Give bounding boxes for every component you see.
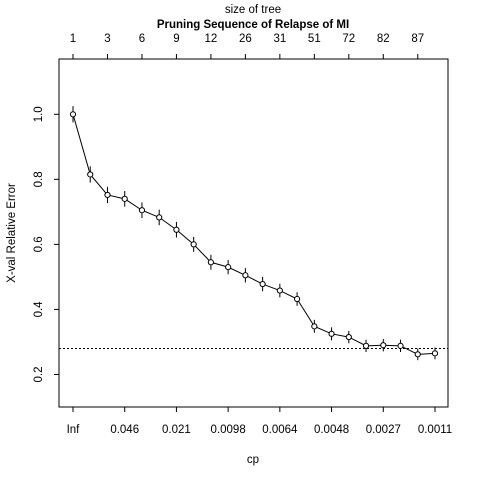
data-point	[87, 171, 94, 178]
points-group	[69, 111, 439, 358]
data-point	[156, 214, 163, 221]
y-tick-label: 0.4	[33, 301, 45, 318]
data-point	[190, 241, 197, 248]
bottom-tick-label: 0.0064	[262, 424, 298, 436]
data-point	[276, 287, 283, 294]
top-tick-label: 72	[342, 33, 355, 45]
plot-frame	[58, 58, 449, 408]
data-point	[431, 350, 439, 357]
error-curve	[72, 114, 436, 355]
bottom-ticks-group: Inf 0.046 0.021 0.0098 0.0064 0.0048 0.0027 0.0…	[67, 407, 452, 436]
data-point	[414, 351, 421, 358]
bottom-tick-label: 0.0098	[211, 424, 246, 436]
y-axis-label: X-val Relative Error	[6, 183, 18, 283]
error-bars-group	[72, 106, 436, 361]
bottom-tick-label: 0.046	[110, 424, 139, 436]
bottom-tick-label: 0.0011	[418, 424, 452, 436]
data-point	[293, 295, 301, 303]
top-tick-label: 31	[273, 33, 286, 45]
bottom-tick-label: 0.0048	[314, 424, 349, 436]
top-tick-label: 87	[411, 33, 424, 45]
data-point	[138, 207, 146, 214]
top-tick-label: 1	[70, 33, 76, 45]
data-point	[311, 323, 318, 330]
y-ticks-group: 0.2 0.4 0.6 0.8 1.0	[33, 106, 59, 382]
bottom-tick-label: Inf	[67, 424, 81, 436]
data-point	[259, 280, 266, 288]
data-point	[397, 342, 404, 349]
data-point	[328, 330, 335, 337]
data-point	[362, 342, 370, 349]
top-tick-label: 12	[205, 33, 218, 45]
data-point	[104, 191, 111, 199]
x-axis-label: cp	[247, 454, 259, 466]
data-point	[242, 272, 249, 279]
y-tick-label: 0.6	[33, 236, 45, 252]
top-tick-label: 82	[377, 33, 390, 45]
top-ticks-group: 1 3 6 9 12 26 31 51 72 82 87	[70, 33, 424, 59]
data-point	[225, 264, 232, 271]
y-tick-label: 1.0	[33, 106, 45, 122]
top-tick-label: 9	[173, 33, 179, 45]
top-tick-label: 3	[104, 33, 110, 45]
top-tick-label: 51	[308, 33, 321, 45]
data-point	[69, 111, 77, 118]
y-tick-label: 0.2	[33, 366, 45, 382]
top-tick-label: 6	[139, 33, 145, 45]
data-point	[173, 226, 180, 233]
top-tick-label: 26	[239, 33, 252, 45]
bottom-tick-label: 0.021	[162, 424, 191, 436]
y-tick-label: 0.8	[33, 171, 45, 187]
chart-title: Pruning Sequence of Relapse of MI	[157, 19, 349, 31]
data-point	[121, 195, 128, 202]
data-point	[207, 259, 215, 266]
bottom-tick-label: 0.0027	[366, 424, 401, 436]
data-point	[345, 333, 352, 341]
top-axis-label: size of tree	[225, 4, 281, 16]
data-point	[380, 342, 387, 349]
